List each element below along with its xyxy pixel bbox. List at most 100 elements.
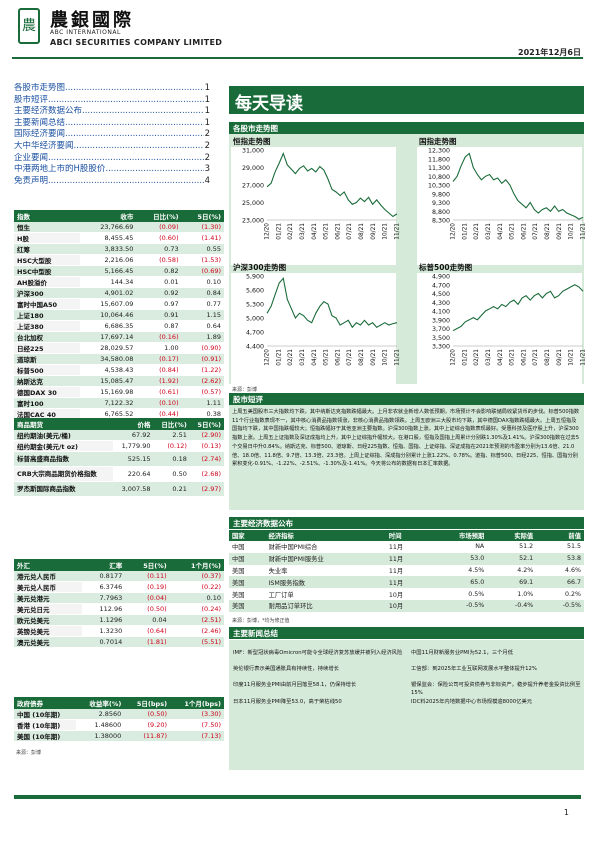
cell-value: 1.38000 (76, 730, 125, 743)
table-row: 纽约期油(美元/桶) 67.92 2.51 (2.90) (14, 430, 224, 442)
cell-value: 美国 (229, 576, 266, 589)
toc-item[interactable]: 主要新闻总结 1 (14, 118, 210, 130)
col-header: 5日(%) (181, 210, 224, 222)
cell-value: 0.55 (181, 243, 224, 256)
section-news: 主要新闻总结 (229, 627, 584, 639)
cell-value: (0.24) (169, 603, 224, 616)
row-label: 标普500 (14, 364, 81, 377)
cell-value: 8,455.45 (80, 232, 137, 245)
cell-value: 7.7963 (81, 592, 126, 605)
toc-title: 国际经济要闻 (14, 129, 66, 140)
toc-leader (65, 83, 204, 95)
cell-value: (0.22) (169, 581, 224, 594)
cell-value: 0.92 (136, 287, 182, 300)
table-row: 英镑兑美元 1.3230 (0.64) (2.46) (14, 625, 224, 638)
row-label: 美国 (10年期) (14, 730, 77, 743)
cell-value: -0.4% (487, 599, 537, 612)
company-name-en: ABC INTERNATIONAL (50, 29, 121, 36)
market-commentary: 上周五美国股市三大指数均下跌，其中纳斯达克指数跌幅最大。上月非农就业新增人数低预… (229, 405, 584, 510)
cell-value: 0.84 (181, 287, 224, 300)
cell-value: 0.64 (181, 320, 224, 333)
report-date: 2021年12月6日 (518, 48, 581, 57)
page-header: 農 農銀國際 ABC INTERNATIONAL ABCI SECURITIES… (0, 0, 595, 70)
toc-item[interactable]: 企业要闻 2 (14, 153, 210, 165)
cell-value: 财新中国PMI综合 (268, 544, 318, 552)
table-row: 美元兑日元 112.96 (0.50) (0.24) (14, 603, 224, 616)
cell-value: 112.96 (81, 603, 126, 616)
cell-value: 0.2% (565, 590, 581, 598)
cell-value: 10月 (385, 599, 426, 612)
charts-panel (229, 134, 584, 384)
toc-item[interactable]: 主要经济数据公布 1 (14, 106, 210, 118)
row-label: 澳元兑美元 (14, 636, 82, 649)
eco-data-table: 国家 经济指标 时间 市场预期 实际值 前值 中国 财新中国PMI综合 11月 NA 51.2 51.… (229, 530, 584, 612)
table-row: 日经225 28,029.57 1.00 (0.90) (14, 342, 224, 355)
cell-value: (0.50) (124, 709, 171, 721)
table-row: 美国 工厂订单 10月 0.5% 1.0% 0.2% (229, 588, 584, 600)
table-row: H股 8,455.45 (0.60) (1.41) (14, 232, 224, 245)
cell-value: (2.90) (189, 430, 224, 442)
cell-value: 0.97 (136, 298, 182, 311)
col-header: 商品期货 (14, 418, 114, 430)
cell-value: 5,166.45 (80, 265, 137, 278)
toc-leader (48, 95, 204, 107)
cell-value: (0.64) (125, 625, 170, 638)
toc-leader (65, 118, 204, 130)
table-row: 台北加权 17,697.14 (0.16) 1.89 (14, 331, 224, 344)
toc-title: 免责声明 (14, 175, 49, 186)
cell-value: 工厂订单 (268, 591, 294, 599)
toc-item[interactable]: 中港两地上市的H股股价 3 (14, 164, 210, 176)
cell-value: 28,029.57 (80, 342, 137, 355)
cell-value: 17,697.14 (80, 331, 137, 344)
news-item: 中国11月财新服务业PMI为52.1，三个月低 (411, 650, 514, 656)
source-note: 来源：彭博 (16, 750, 42, 756)
row-label: H股 (14, 232, 81, 245)
row-label: 罗杰斯国际商品指数 (14, 481, 114, 498)
toc-item[interactable]: 免责声明 4 (14, 176, 210, 188)
cell-value: 4.2% (517, 566, 534, 574)
table-row: 中国 财新中国PMI服务业 11月 53.0 52.1 53.8 (229, 552, 584, 565)
cell-value: 0.7014 (81, 636, 126, 649)
news-item: IDC料2025年内地数据中心市场规模逾8000亿美元 (411, 699, 533, 705)
cell-value: 中国 (229, 552, 266, 565)
cell-value: 0.82 (136, 265, 182, 278)
toc-item[interactable]: 国际经济要闻 2 (14, 129, 210, 141)
col-header: 5日(%) (189, 418, 224, 430)
toc-item[interactable]: 大中华经济要闻 2 (14, 141, 210, 153)
news-item: IMF：新型冠状病毒Omicron可能令全球经济复苏放缓并被列入经济风险 (233, 650, 403, 656)
row-label: 欧元兑美元 (14, 614, 82, 627)
table-row: CRB大宗商品期货价格指数 220.64 0.50 (2.68) (14, 466, 224, 483)
cell-value: (1.81) (125, 636, 170, 649)
toc-page: 1 (204, 94, 210, 105)
row-label: 富时100 (14, 397, 81, 410)
cell-value: (2.46) (169, 625, 224, 638)
toc-title: 主要经济数据公布 (14, 106, 83, 117)
cell-value: 15,085.47 (80, 375, 137, 388)
cell-value: 11月 (388, 567, 404, 575)
table-row: 澳元兑美元 0.7014 (1.81) (5.51) (14, 636, 224, 649)
cell-value: ISM服务指数 (265, 576, 386, 589)
table-row: 沪深300 4,901.02 0.92 0.84 (14, 287, 224, 300)
toc-item[interactable]: 股市短评 1 (14, 95, 210, 107)
row-label: 纳斯达克 (14, 375, 81, 388)
bonds-table: 政府债券 收益率(%) 5日(bps) 1个月(bps) 中国 (10年期) 2.8560… (14, 697, 224, 743)
toc-title: 股市短评 (14, 94, 49, 105)
footer-rule (14, 795, 581, 799)
cell-value: (2.68) (189, 466, 224, 483)
toc-leader (74, 141, 204, 153)
indices-table: 指数 收市 日比(%) 5日(%) 恒生 23,766.69 (0.09) (1.30) H股 8… (14, 210, 224, 421)
toc-leader (48, 153, 204, 165)
cell-value: 144.34 (80, 276, 137, 289)
row-label: 标普高盛商品指数 (14, 451, 114, 468)
cell-value: 2.51 (153, 430, 190, 442)
cell-value: (0.04) (125, 592, 170, 605)
cell-value: (0.84) (136, 364, 182, 377)
table-row: 美国 ISM服务指数 11月 65.0 69.1 66.7 (229, 576, 584, 589)
cell-value: 3,833.50 (80, 243, 137, 256)
news-item: 日本11月服务业PMI降至53.0，高于荣枯线50 (233, 699, 342, 705)
cell-value: 1.1296 (81, 614, 126, 627)
cell-value: (0.09) (136, 222, 182, 234)
toc-item[interactable]: 各股市走势图 1 (14, 83, 210, 95)
cell-value: 0.04 (125, 614, 170, 627)
page-number: 1 (563, 808, 569, 817)
